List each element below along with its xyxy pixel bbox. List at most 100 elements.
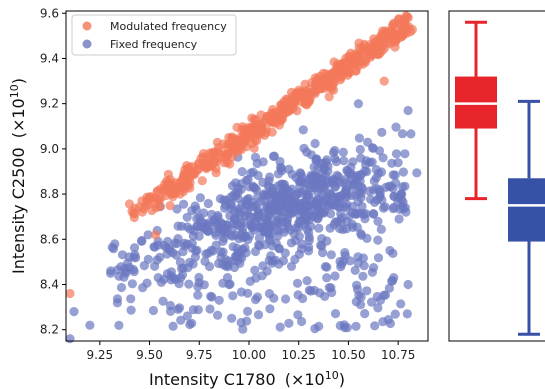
scatter-point-fixed (292, 278, 303, 288)
y-tick-label: 8.4 (40, 277, 59, 291)
scatter-point-fixed (251, 295, 261, 305)
scatter-point-fixed (304, 242, 314, 252)
scatter-point-fixed (330, 145, 340, 156)
scatter-point-modulated (130, 208, 140, 218)
scatter-point-modulated (155, 184, 166, 194)
scatter-point-fixed (213, 310, 223, 320)
scatter-point-fixed (375, 192, 385, 202)
scatter-point-fixed (340, 248, 350, 258)
scatter-point-fixed (246, 168, 256, 178)
scatter-point-modulated (211, 168, 221, 178)
scatter-point-fixed (286, 238, 296, 248)
scatter-point-fixed (208, 246, 218, 256)
scatter-point-fixed (373, 235, 383, 245)
scatter-point-modulated (292, 106, 302, 116)
scatter-point-fixed (243, 306, 253, 316)
scatter-point-fixed (315, 183, 325, 193)
y-axis-label-close: ) (9, 78, 28, 84)
scatter-point-fixed (206, 291, 216, 301)
scatter-point-fixed (397, 129, 408, 139)
scatter-point-fixed (297, 316, 307, 327)
scatter-point-fixed (117, 250, 128, 260)
scatter-point-fixed (250, 265, 260, 275)
scatter-point-fixed (327, 190, 337, 200)
scatter-point-modulated (387, 22, 397, 32)
x-axis-label-unit: (×10 (285, 370, 325, 389)
scatter-point-fixed (320, 262, 330, 272)
scatter-point-fixed (126, 305, 136, 315)
scatter-point-fixed (351, 321, 361, 331)
scatter-point-fixed (174, 303, 185, 313)
scatter-point-modulated (165, 187, 175, 197)
x-tick-label: 10.50 (331, 348, 365, 362)
scatter-point-fixed (253, 170, 263, 181)
scatter-point-fixed (272, 194, 282, 205)
scatter-point-fixed (314, 223, 324, 233)
scatter-point-fixed (304, 180, 314, 190)
scatter-point-fixed (313, 195, 323, 205)
scatter-point-fixed (224, 279, 234, 290)
scatter-point-fixed (391, 149, 402, 159)
scatter-point-modulated (325, 80, 335, 90)
scatter-point-fixed (193, 282, 203, 292)
scatter-point-fixed (360, 214, 370, 224)
scatter-point-fixed (406, 129, 416, 139)
scatter-point-modulated (258, 118, 268, 128)
scatter-point-fixed (112, 298, 122, 308)
scatter-point-modulated (324, 92, 334, 102)
scatter-point-modulated (165, 201, 175, 211)
scatter-point-fixed (272, 215, 282, 226)
scatter-point-modulated (358, 59, 368, 69)
scatter-point-fixed (391, 122, 401, 132)
scatter-point-modulated (196, 153, 206, 163)
scatter-point-fixed (330, 182, 340, 192)
scatter-point-fixed (387, 158, 397, 168)
scatter-point-modulated (369, 34, 379, 44)
scatter-point-fixed (330, 309, 341, 319)
scatter-point-fixed (65, 334, 75, 344)
scatter-point-fixed (276, 163, 286, 173)
x-tick-label: 10.75 (381, 348, 415, 362)
scatter-point-fixed (310, 138, 320, 149)
scatter-point-modulated (307, 77, 317, 88)
scatter-point-modulated (255, 126, 266, 136)
scatter-point-fixed (168, 321, 178, 331)
scatter-point-fixed (352, 222, 362, 232)
scatter-point-modulated (184, 169, 194, 179)
scatter-point-fixed (374, 168, 384, 178)
scatter-point-fixed (359, 261, 369, 271)
scatter-point-fixed (327, 287, 337, 298)
scatter-point-fixed (137, 236, 147, 246)
scatter-point-fixed (182, 222, 193, 232)
scatter-point-fixed (236, 218, 246, 228)
scatter-point-fixed (185, 319, 195, 330)
scatter-point-fixed (326, 250, 336, 260)
scatter-point-modulated (142, 196, 152, 206)
scatter-point-fixed (325, 223, 335, 233)
scatter-point-fixed (256, 197, 266, 207)
scatter-point-fixed (85, 320, 95, 330)
scatter-point-modulated (267, 127, 277, 137)
scatter-point-modulated (277, 107, 287, 117)
scatter-point-fixed (69, 307, 79, 317)
scatter-point-fixed (237, 167, 247, 177)
scatter-point-fixed (260, 226, 270, 236)
scatter-point-fixed (362, 286, 372, 296)
scatter-point-fixed (110, 239, 120, 249)
scatter-point-fixed (339, 156, 349, 166)
scatter-point-fixed (356, 230, 367, 240)
scatter-point-fixed (298, 293, 308, 304)
scatter-point-modulated (333, 67, 343, 77)
scatter-point-fixed (376, 224, 386, 234)
scatter-point-fixed (176, 315, 186, 325)
scatter-point-fixed (296, 244, 307, 254)
scatter-point-fixed (377, 127, 387, 137)
scatter-point-fixed (179, 199, 189, 209)
scatter-point-fixed (202, 220, 212, 230)
scatter-point-fixed (361, 156, 371, 166)
y-tick-label: 9.2 (40, 97, 59, 111)
scatter-point-modulated (310, 88, 320, 99)
scatter-point-fixed (378, 153, 388, 163)
scatter-point-fixed (400, 181, 410, 191)
scatter-point-fixed (400, 149, 410, 159)
